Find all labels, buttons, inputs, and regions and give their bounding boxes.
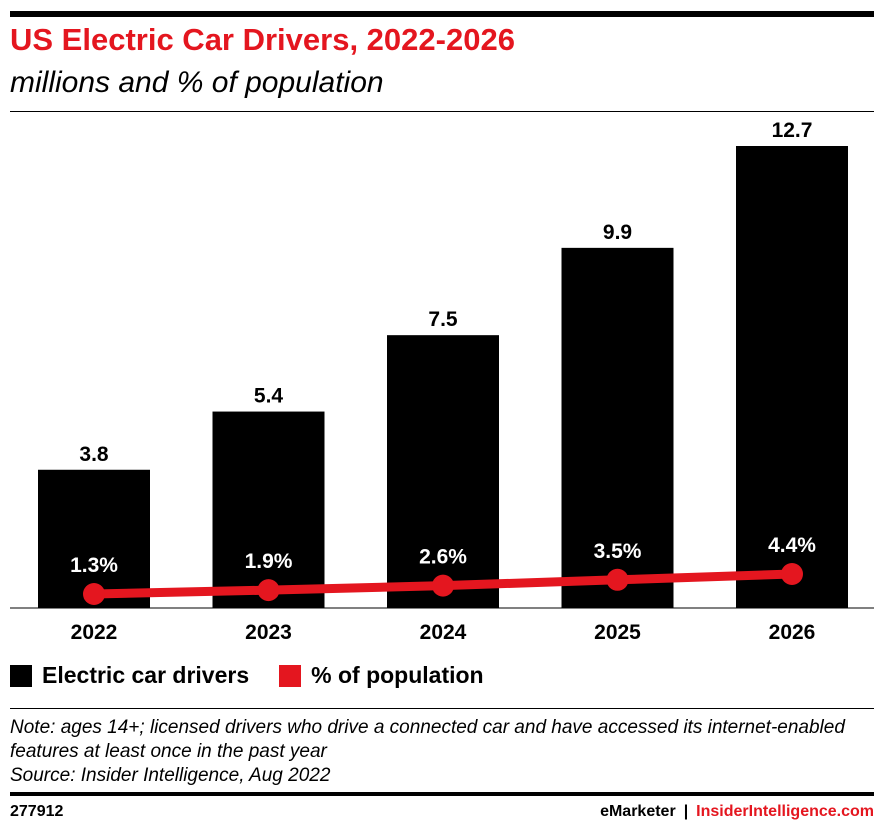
population-point: [432, 574, 454, 597]
population-value-label: 2.6%: [419, 546, 467, 569]
population-value-label: 1.9%: [245, 550, 293, 573]
legend-swatch-drivers: [10, 664, 32, 687]
brand-site: InsiderIntelligence.com: [696, 803, 874, 820]
legend-label-drivers: Electric car drivers: [42, 662, 250, 688]
brand-separator: |: [683, 803, 689, 820]
chart-subtitle: millions and % of population: [10, 66, 384, 99]
legend-label-population: % of population: [311, 662, 484, 688]
bar-value-label: 3.8: [79, 443, 109, 466]
bar: [387, 335, 499, 608]
note-text: Note: ages 14+; licensed drivers who dri…: [10, 717, 845, 762]
legend-item-population: % of population: [279, 662, 484, 689]
population-point: [606, 568, 629, 591]
bottom-rule: [10, 792, 874, 796]
bar-value-label: 12.7: [772, 119, 813, 142]
brand-name: eMarketer: [600, 803, 676, 820]
x-tick-label: 2025: [594, 621, 641, 644]
population-point: [83, 583, 105, 605]
combo-chart: 3.8 2022 5.4 2023 7.5 2024 9.9 2025 12.7 2026 1.3%…: [10, 119, 874, 644]
legend: Electric car drivers % of population: [10, 662, 514, 689]
source-text: Source: Insider Intelligence, Aug 2022: [10, 765, 331, 786]
bar: [561, 247, 674, 608]
bar-value-label: 7.5: [428, 308, 458, 331]
x-tick-label: 2026: [769, 621, 816, 644]
chart-id: 277912: [10, 803, 64, 820]
header-divider: [10, 111, 874, 112]
population-value-label: 4.4%: [768, 534, 816, 557]
chart-note: Note: ages 14+; licensed drivers who dri…: [10, 716, 874, 788]
population-value-label: 3.5%: [594, 540, 642, 563]
x-tick-label: 2024: [420, 621, 467, 644]
top-rule: [10, 11, 874, 17]
footer-brand: eMarketer | InsiderIntelligence.com: [600, 803, 874, 821]
bar-value-label: 5.4: [254, 385, 284, 408]
population-value-label: 1.3%: [70, 554, 118, 577]
chart-title: US Electric Car Drivers, 2022-2026: [10, 22, 515, 57]
x-tick-label: 2022: [71, 621, 118, 644]
legend-swatch-population: [279, 664, 302, 687]
bar: [736, 146, 848, 608]
bar-value-label: 9.9: [603, 221, 632, 244]
legend-item-drivers: Electric car drivers: [10, 662, 249, 689]
bar: [212, 411, 325, 608]
x-tick-label: 2023: [245, 621, 292, 644]
population-point: [781, 563, 803, 585]
legend-divider: [10, 708, 874, 709]
population-point: [257, 579, 280, 602]
